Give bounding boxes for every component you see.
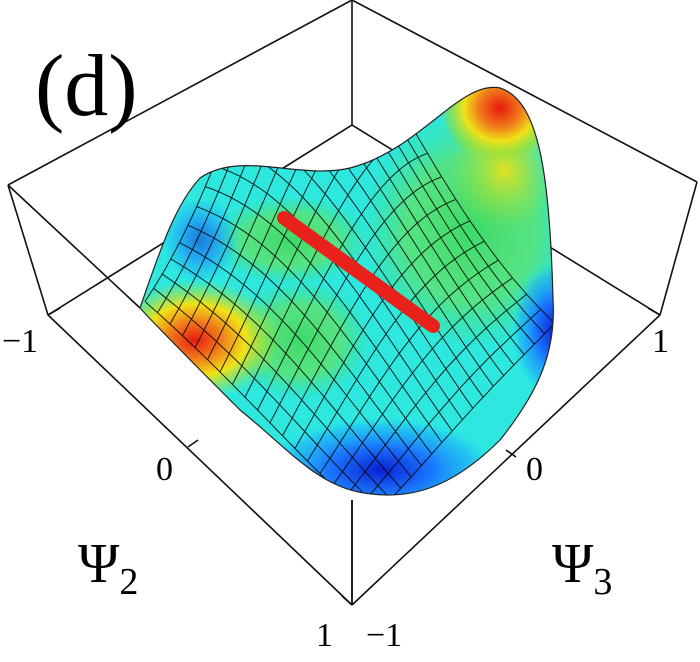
tick-marks [47,307,661,606]
mesh-line [282,87,535,345]
highlight-line [277,211,440,333]
mesh-line [273,87,525,355]
mesh-line [357,309,542,496]
panel-label: (d) [35,38,138,135]
y-tick-label: 0 [526,451,543,488]
x-tick-label: 0 [156,451,173,488]
y-axis-label: Ψ3 [552,533,612,603]
x-tick-label: −1 [2,323,38,360]
peak-top-right [440,87,554,163]
y-tick-label: −1 [366,617,402,654]
mesh-line [291,87,546,335]
mesh-line [369,323,554,496]
y-tick-label: 1 [652,323,669,360]
x-axis-label: Ψ2 [78,533,138,603]
surface [139,86,554,496]
valley-top-left [160,195,240,285]
valley-right [510,260,554,400]
bounding-box [7,0,698,606]
x-tick-label: 1 [316,617,333,654]
mesh-line [299,87,554,324]
mesh-line [344,293,528,496]
valley-bottom [260,415,500,496]
